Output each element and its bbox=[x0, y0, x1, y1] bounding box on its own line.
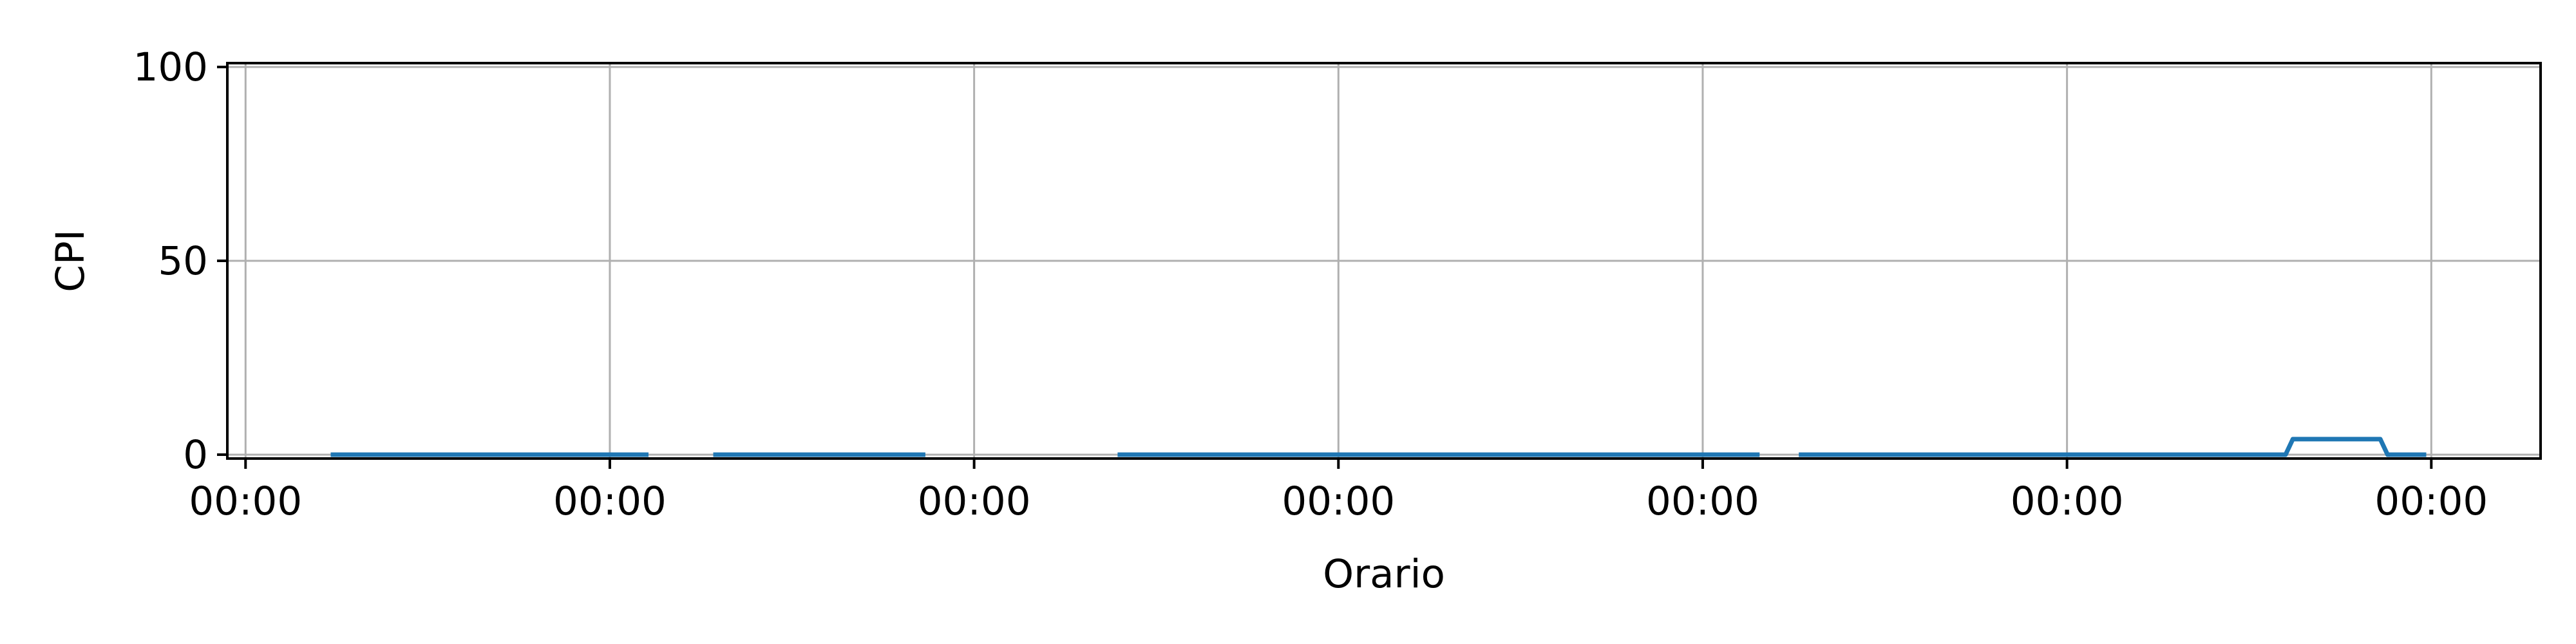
tick-layer: 00:00 00:00 00:00 00:00 00:00 00:00 00:0005010… bbox=[133, 44, 2488, 524]
y-tick-label: 0 bbox=[183, 432, 208, 478]
x-tick-label: 00:00 bbox=[2011, 478, 2124, 524]
x-tick-label: 00:00 bbox=[918, 478, 1031, 524]
x-tick-label: 00:00 bbox=[1646, 478, 1759, 524]
x-tick-label: 00:00 bbox=[1282, 478, 1395, 524]
x-tick-label: 00:00 bbox=[189, 478, 302, 524]
y-axis-label: CPI bbox=[48, 229, 93, 292]
x-tick-label: 00:00 bbox=[553, 478, 667, 524]
series-layer bbox=[330, 437, 2427, 457]
x-tick-label: 00:00 bbox=[2374, 478, 2488, 524]
x-axis-label: Orario bbox=[1323, 551, 1445, 597]
y-tick-label: 50 bbox=[158, 238, 208, 284]
grid-lines bbox=[227, 63, 2541, 459]
series-line bbox=[330, 437, 2427, 457]
y-tick-label: 100 bbox=[133, 44, 208, 90]
